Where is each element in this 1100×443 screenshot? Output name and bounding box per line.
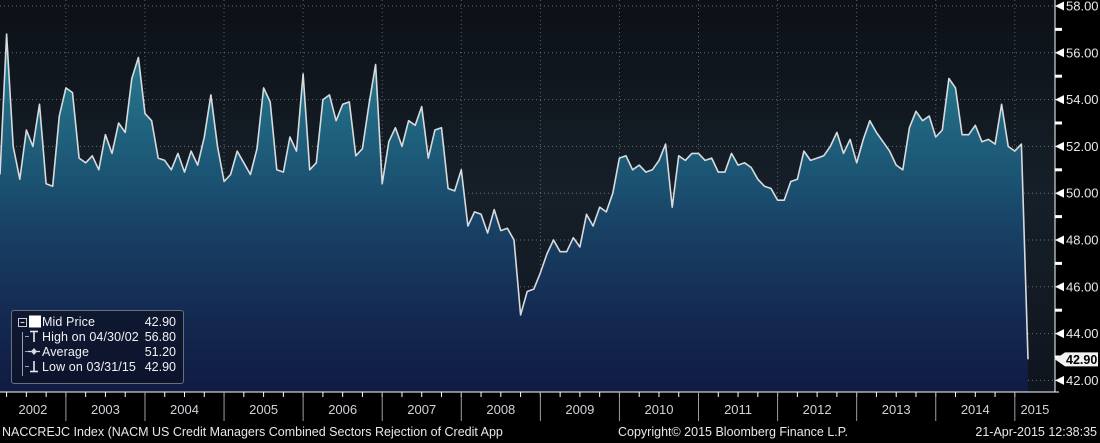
y-axis-minor-tick (1055, 215, 1062, 219)
y-axis-label: 44.00 (1066, 326, 1099, 341)
security-description: NACCREJC Index (NACM US Credit Managers … (2, 425, 503, 439)
average-marker-icon (25, 348, 40, 355)
x-axis-year-label: 2014 (961, 402, 990, 417)
last-price-tag (1055, 352, 1098, 367)
y-axis-label: 58.00 (1066, 0, 1099, 14)
x-axis-year-label: 2010 (645, 402, 674, 417)
y-axis-minor-tick (1055, 121, 1062, 125)
x-axis-year-label: 2009 (565, 402, 594, 417)
legend-row-high: High on 04/30/02 56.80 (15, 329, 176, 344)
legend-label: Average (42, 344, 90, 359)
y-axis-label: 46.00 (1066, 279, 1099, 294)
x-axis-year-label: 2011 (724, 402, 752, 417)
y-axis-tick-arrow (1055, 329, 1064, 339)
x-axis-year-label: 2007 (407, 402, 436, 417)
status-bar: NACCREJC Index (NACM US Credit Managers … (0, 422, 1100, 443)
y-axis-tick-arrow (1055, 48, 1064, 58)
y-axis-tick-arrow (1055, 375, 1064, 385)
y-axis-tick-arrow (1055, 95, 1064, 105)
timestamp: 21-Apr-2015 12:38:35 (975, 425, 1097, 439)
legend-row-mid-price: Mid Price 42.90 (15, 314, 176, 329)
y-axis-minor-tick (1055, 74, 1062, 78)
x-axis-year-label: 2003 (91, 402, 120, 417)
legend-value: 42.90 (144, 314, 176, 329)
y-axis-minor-tick (1055, 27, 1062, 31)
high-marker-icon (25, 330, 38, 342)
y-axis-tick-arrow (1055, 235, 1064, 245)
x-axis-year-label: 2012 (803, 402, 832, 417)
y-axis-minor-tick (1055, 168, 1062, 172)
y-axis-tick-arrow (1055, 141, 1064, 151)
chart-legend: Mid Price 42.90 High on 04/30/02 56.80 A… (11, 310, 184, 384)
x-axis-year-label: 2005 (249, 402, 278, 417)
x-axis-year-label: 2013 (882, 402, 911, 417)
legend-label: Mid Price (42, 314, 95, 329)
y-axis-label: 54.00 (1066, 92, 1099, 107)
x-axis-year-label: 2008 (486, 402, 515, 417)
mid-square-icon[interactable] (15, 314, 42, 329)
legend-value: 42.90 (144, 359, 176, 374)
y-axis-minor-tick (1055, 308, 1062, 312)
y-axis-minor-tick (1055, 261, 1062, 265)
legend-row-average: Average 51.20 (15, 344, 176, 359)
y-axis-tick-arrow (1055, 1, 1064, 11)
legend-row-low: Low on 03/31/15 42.90 (15, 359, 176, 374)
y-axis-label: 48.00 (1066, 233, 1099, 248)
legend-value: 56.80 (144, 329, 176, 344)
copyright-text: Copyright© 2015 Bloomberg Finance L.P. (618, 425, 848, 439)
x-axis-year-label: 2006 (328, 402, 357, 417)
y-axis-tick-arrow (1055, 188, 1064, 198)
y-axis-label: 42.00 (1066, 373, 1099, 388)
price-line (0, 33, 1029, 360)
x-axis-year-label: 2002 (18, 402, 47, 417)
last-price-label: 42.90 (1066, 353, 1097, 367)
y-axis-label: 50.00 (1066, 186, 1099, 201)
legend-tree-line (22, 332, 23, 376)
legend-label: Low on 03/31/15 (42, 359, 136, 374)
legend-label: High on 04/30/02 (42, 329, 139, 344)
x-axis-year-label: 2004 (170, 402, 199, 417)
y-axis-tick-arrow (1055, 282, 1064, 292)
x-axis-year-label: 2015 (1020, 402, 1049, 417)
area-series (0, 34, 1028, 392)
y-axis-label: 52.00 (1066, 139, 1099, 154)
low-marker-icon (25, 361, 38, 373)
y-axis-label: 56.00 (1066, 45, 1099, 60)
legend-value: 51.20 (144, 344, 176, 359)
